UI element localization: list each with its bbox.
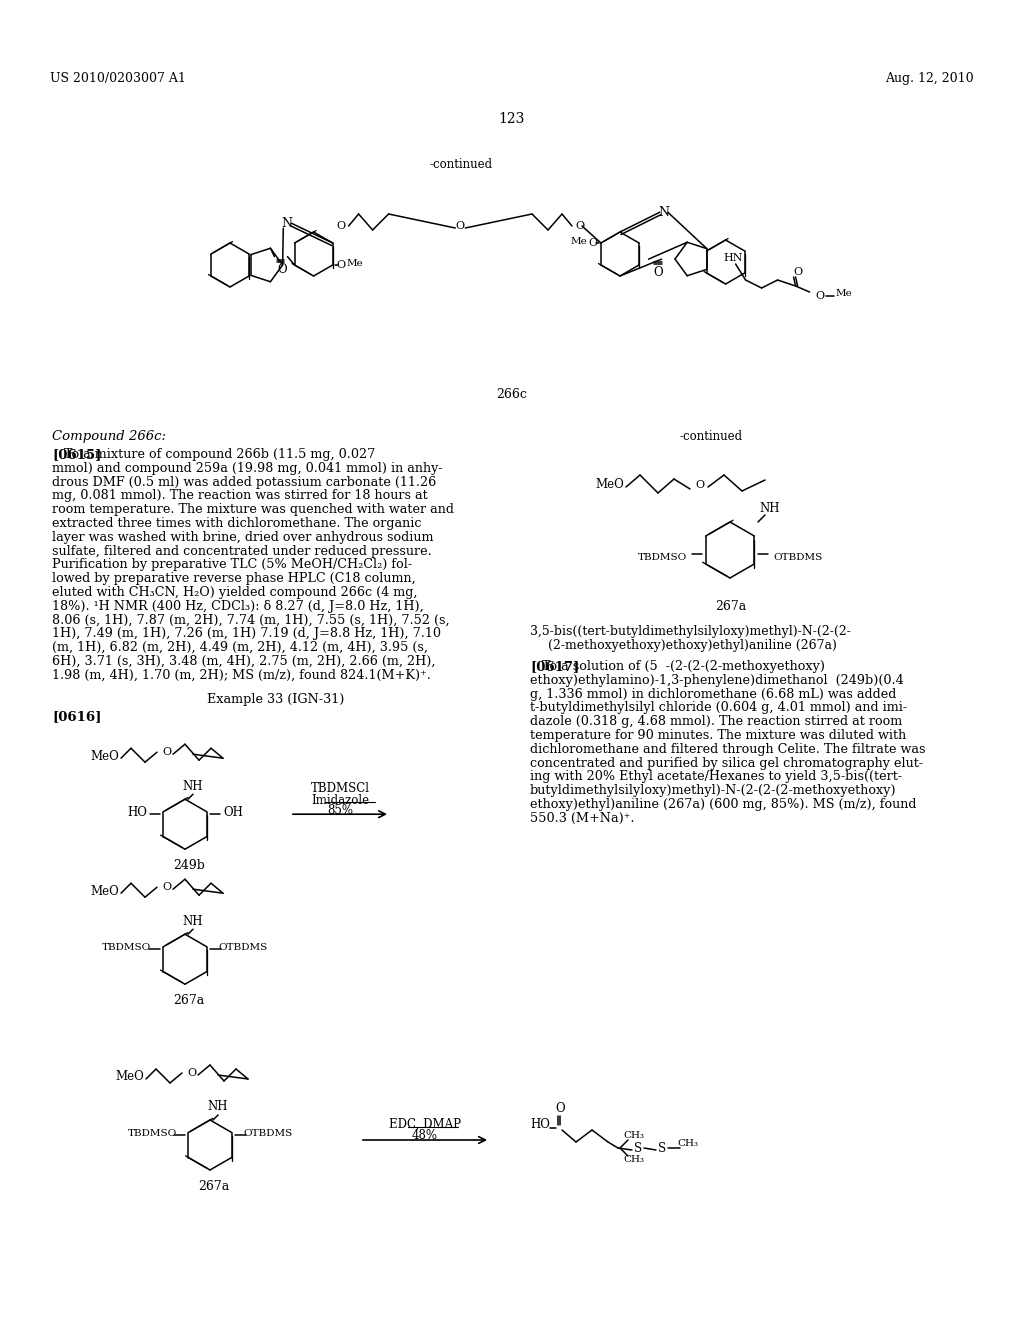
Text: 18%). ¹H NMR (400 Hz, CDCl₃): δ 8.27 (d, J=8.0 Hz, 1H),: 18%). ¹H NMR (400 Hz, CDCl₃): δ 8.27 (d,… (52, 599, 424, 612)
Text: MeO: MeO (596, 479, 625, 491)
Text: 85%: 85% (327, 804, 353, 817)
Text: OTBDMS: OTBDMS (773, 553, 822, 562)
Text: N: N (282, 216, 293, 230)
Text: O: O (815, 290, 824, 301)
Text: HN: HN (724, 253, 743, 263)
Text: Purification by preparative TLC (5% MeOH/CH₂Cl₂) fol-: Purification by preparative TLC (5% MeOH… (52, 558, 412, 572)
Text: US 2010/0203007 A1: US 2010/0203007 A1 (50, 73, 186, 84)
Text: dichloromethane and filtered through Celite. The filtrate was: dichloromethane and filtered through Cel… (530, 743, 926, 756)
Text: MeO: MeO (91, 750, 120, 763)
Text: TBDMSO: TBDMSO (127, 1129, 176, 1138)
Text: NH: NH (208, 1101, 228, 1114)
Text: O: O (163, 747, 172, 758)
Text: O: O (336, 220, 345, 231)
Text: Aug. 12, 2010: Aug. 12, 2010 (886, 73, 974, 84)
Text: g, 1.336 mmol) in dichloromethane (6.68 mL) was added: g, 1.336 mmol) in dichloromethane (6.68 … (530, 688, 896, 701)
Text: MeO: MeO (91, 884, 120, 898)
Text: mg, 0.081 mmol). The reaction was stirred for 18 hours at: mg, 0.081 mmol). The reaction was stirre… (52, 490, 428, 503)
Text: CH₃: CH₃ (678, 1139, 698, 1148)
Text: O: O (589, 238, 598, 248)
Text: (m, 1H), 6.82 (m, 2H), 4.49 (m, 2H), 4.12 (m, 4H), 3.95 (s,: (m, 1H), 6.82 (m, 2H), 4.49 (m, 2H), 4.1… (52, 642, 428, 655)
Text: Imidazole: Imidazole (311, 795, 369, 808)
Text: Me: Me (570, 238, 588, 247)
Text: NH: NH (182, 780, 203, 793)
Text: O: O (555, 1101, 565, 1114)
Text: Example 33 (IGN-31): Example 33 (IGN-31) (207, 693, 345, 706)
Text: O: O (278, 263, 288, 276)
Text: 267a: 267a (173, 994, 204, 1007)
Text: OTBDMS: OTBDMS (218, 942, 267, 952)
Text: extracted three times with dichloromethane. The organic: extracted three times with dichlorometha… (52, 517, 422, 531)
Text: ing with 20% Ethyl acetate/Hexanes to yield 3,5-bis((tert-: ing with 20% Ethyl acetate/Hexanes to yi… (530, 771, 902, 783)
Text: [0617]: [0617] (530, 660, 580, 673)
Text: [0616]: [0616] (52, 710, 101, 723)
Text: 266c: 266c (497, 388, 527, 401)
Text: O: O (336, 260, 345, 271)
Text: 8.06 (s, 1H), 7.87 (m, 2H), 7.74 (m, 1H), 7.55 (s, 1H), 7.52 (s,: 8.06 (s, 1H), 7.87 (m, 2H), 7.74 (m, 1H)… (52, 614, 450, 627)
Text: 249b: 249b (173, 859, 205, 873)
Text: 3,5-bis((tert-butyldimethylsilyloxy)methyl)-N-(2-(2-: 3,5-bis((tert-butyldimethylsilyloxy)meth… (530, 624, 851, 638)
Text: t-butyldimethylsilyl chloride (0.604 g, 4.01 mmol) and imi-: t-butyldimethylsilyl chloride (0.604 g, … (530, 701, 907, 714)
Text: NH: NH (760, 502, 780, 515)
Text: concentrated and purified by silica gel chromatography elut-: concentrated and purified by silica gel … (530, 756, 923, 770)
Text: ethoxy)ethylamino)-1,3-phenylene)dimethanol  (249b)(0.4: ethoxy)ethylamino)-1,3-phenylene)dimetha… (530, 673, 904, 686)
Text: NH: NH (182, 915, 203, 928)
Text: HO: HO (530, 1118, 550, 1131)
Text: HO: HO (127, 805, 146, 818)
Text: To a mixture of compound 266b (11.5 mg, 0.027: To a mixture of compound 266b (11.5 mg, … (52, 447, 375, 461)
Text: OTBDMS: OTBDMS (244, 1129, 293, 1138)
Text: TBDMSCl: TBDMSCl (310, 783, 370, 795)
Text: 550.3 (M+Na)⁺.: 550.3 (M+Na)⁺. (530, 812, 635, 825)
Text: (2-methoxyethoxy)ethoxy)ethyl)aniline (267a): (2-methoxyethoxy)ethoxy)ethyl)aniline (2… (548, 639, 837, 652)
Text: layer was washed with brine, dried over anhydrous sodium: layer was washed with brine, dried over … (52, 531, 433, 544)
Text: Me: Me (836, 289, 852, 298)
Text: O: O (695, 480, 705, 490)
Text: temperature for 90 minutes. The mixture was diluted with: temperature for 90 minutes. The mixture … (530, 729, 906, 742)
Text: O: O (187, 1068, 197, 1078)
Text: O: O (653, 265, 664, 279)
Text: drous DMF (0.5 ml) was added potassium carbonate (11.26: drous DMF (0.5 ml) was added potassium c… (52, 475, 436, 488)
Text: TBDMSO: TBDMSO (102, 942, 152, 952)
Text: ethoxy)ethyl)aniline (267a) (600 mg, 85%). MS (m/z), found: ethoxy)ethyl)aniline (267a) (600 mg, 85%… (530, 799, 916, 810)
Text: mmol) and compound 259a (19.98 mg, 0.041 mmol) in anhy-: mmol) and compound 259a (19.98 mg, 0.041… (52, 462, 442, 475)
Text: To a solution of (5  -(2-(2-(2-methoxyethoxy): To a solution of (5 -(2-(2-(2-methoxyeth… (530, 660, 825, 673)
Text: N: N (658, 206, 670, 219)
Text: 1H), 7.49 (m, 1H), 7.26 (m, 1H) 7.19 (d, J=8.8 Hz, 1H), 7.10: 1H), 7.49 (m, 1H), 7.26 (m, 1H) 7.19 (d,… (52, 627, 441, 640)
Text: [0615]: [0615] (52, 447, 101, 461)
Text: O: O (575, 220, 585, 231)
Text: 1.98 (m, 4H), 1.70 (m, 2H); MS (m/z), found 824.1(M+K)⁺.: 1.98 (m, 4H), 1.70 (m, 2H); MS (m/z), fo… (52, 669, 431, 682)
Text: CH₃: CH₃ (624, 1155, 644, 1164)
Text: 48%: 48% (412, 1129, 438, 1142)
Text: sulfate, filtered and concentrated under reduced pressure.: sulfate, filtered and concentrated under… (52, 545, 432, 557)
Text: 123: 123 (499, 112, 525, 125)
Text: 267a: 267a (715, 601, 746, 612)
Text: Compound 266c:: Compound 266c: (52, 430, 166, 444)
Text: 6H), 3.71 (s, 3H), 3.48 (m, 4H), 2.75 (m, 2H), 2.66 (m, 2H),: 6H), 3.71 (s, 3H), 3.48 (m, 4H), 2.75 (m… (52, 655, 435, 668)
Text: MeO: MeO (116, 1071, 144, 1084)
Text: butyldimethylsilyloxy)methyl)-N-(2-(2-(2-methoxyethoxy): butyldimethylsilyloxy)methyl)-N-(2-(2-(2… (530, 784, 897, 797)
Text: O: O (793, 267, 802, 277)
Text: EDC, DMAP: EDC, DMAP (389, 1118, 461, 1131)
Text: S: S (634, 1142, 642, 1155)
Text: -continued: -continued (430, 158, 494, 172)
Text: lowed by preparative reverse phase HPLC (C18 column,: lowed by preparative reverse phase HPLC … (52, 572, 416, 585)
Text: OH: OH (223, 805, 243, 818)
Text: room temperature. The mixture was quenched with water and: room temperature. The mixture was quench… (52, 503, 454, 516)
Text: 267a: 267a (198, 1180, 229, 1193)
Text: TBDMSO: TBDMSO (637, 553, 687, 562)
Text: -continued: -continued (680, 430, 743, 444)
Text: Me: Me (346, 260, 364, 268)
Text: eluted with CH₃CN, H₂O) yielded compound 266c (4 mg,: eluted with CH₃CN, H₂O) yielded compound… (52, 586, 418, 599)
Text: CH₃: CH₃ (624, 1131, 644, 1140)
Text: O: O (163, 882, 172, 892)
Text: S: S (658, 1142, 666, 1155)
Text: O: O (456, 220, 465, 231)
Text: dazole (0.318 g, 4.68 mmol). The reaction stirred at room: dazole (0.318 g, 4.68 mmol). The reactio… (530, 715, 902, 729)
